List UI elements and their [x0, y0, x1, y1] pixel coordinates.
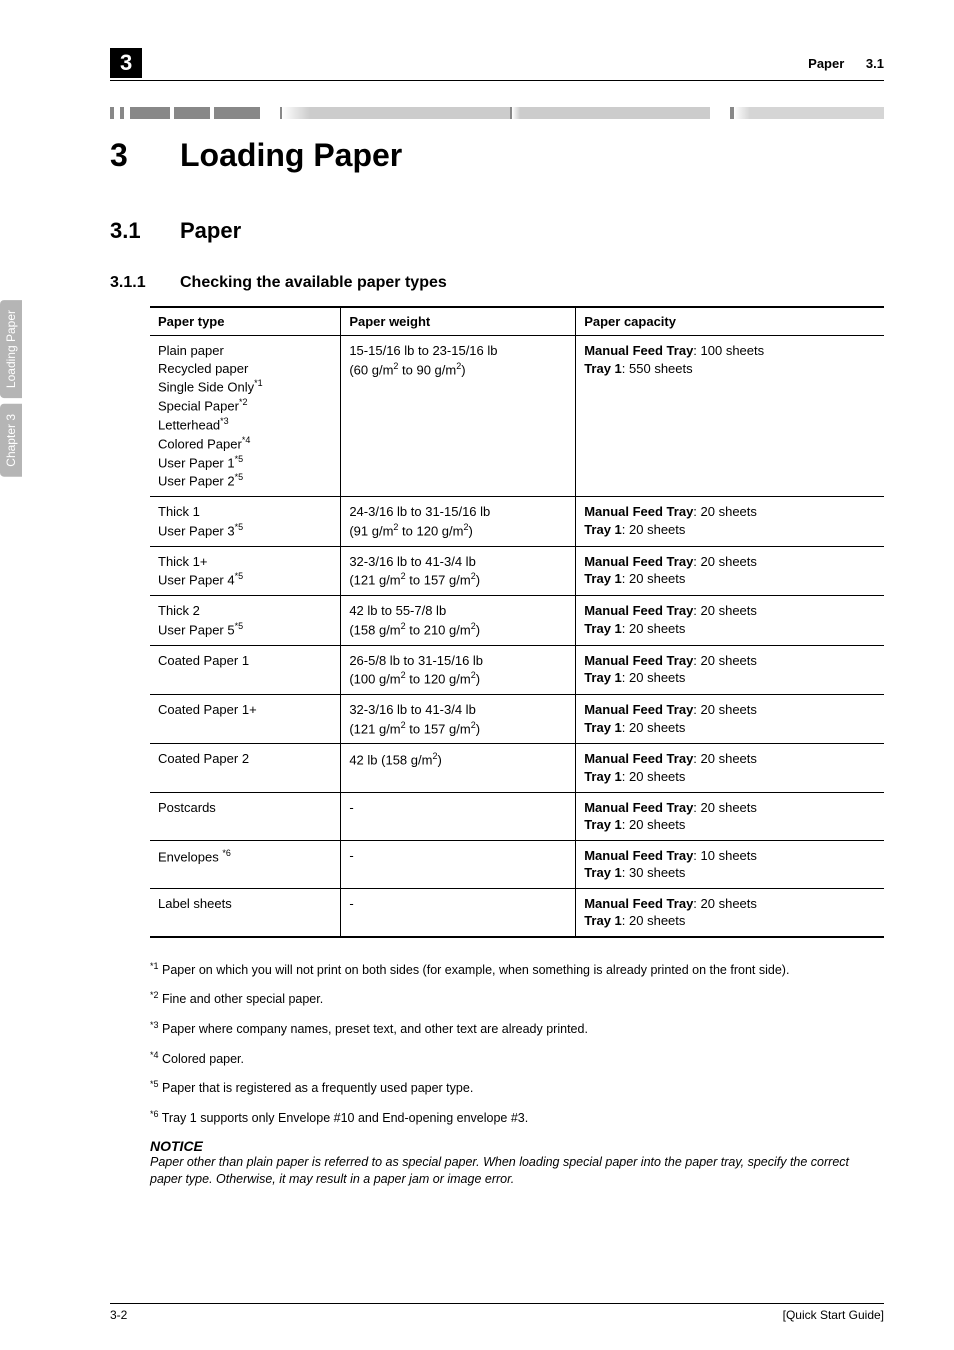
subsection-heading: 3.1.1Checking the available paper types: [110, 274, 884, 292]
cell-paper-type: Thick 1User Paper 3*5: [150, 497, 341, 546]
paper-types-table: Paper type Paper weight Paper capacity P…: [150, 306, 884, 938]
table-row: Thick 1+User Paper 4*532-3/16 lb to 41-3…: [150, 546, 884, 595]
table-header-row: Paper type Paper weight Paper capacity: [150, 307, 884, 336]
table-body: Plain paperRecycled paperSingle Side Onl…: [150, 336, 884, 937]
cell-paper-type: Coated Paper 1: [150, 645, 341, 694]
cell-paper-weight: 32-3/16 lb to 41-3/4 lb(121 g/m2 to 157 …: [341, 546, 576, 595]
table-row: Label sheets-Manual Feed Tray: 20 sheets…: [150, 888, 884, 937]
footer-guide-label: [Quick Start Guide]: [783, 1308, 884, 1322]
chapter-badge: 3: [110, 48, 142, 78]
table-row: Thick 2User Paper 5*542 lb to 55-7/8 lb(…: [150, 596, 884, 645]
notice-title: NOTICE: [150, 1138, 884, 1154]
section-label: Paper: [180, 218, 241, 243]
cell-paper-capacity: Manual Feed Tray: 20 sheetsTray 1: 20 sh…: [576, 888, 884, 937]
cell-paper-capacity: Manual Feed Tray: 20 sheetsTray 1: 20 sh…: [576, 695, 884, 744]
table-row: Coated Paper 1+32-3/16 lb to 41-3/4 lb(1…: [150, 695, 884, 744]
cell-paper-weight: -: [341, 840, 576, 888]
cell-paper-type: Postcards: [150, 792, 341, 840]
footnote: *4 Colored paper.: [150, 1049, 884, 1069]
header-right: Paper 3.1: [808, 56, 884, 71]
table-row: Envelopes *6-Manual Feed Tray: 10 sheets…: [150, 840, 884, 888]
table-row: Coated Paper 126-5/8 lb to 31-15/16 lb(1…: [150, 645, 884, 694]
cell-paper-type: Plain paperRecycled paperSingle Side Onl…: [150, 336, 341, 497]
cell-paper-type: Coated Paper 1+: [150, 695, 341, 744]
footer-page-number: 3-2: [110, 1308, 127, 1322]
cell-paper-weight: 15-15/16 lb to 23-15/16 lb(60 g/m2 to 90…: [341, 336, 576, 497]
cell-paper-weight: 42 lb (158 g/m2): [341, 744, 576, 792]
cell-paper-weight: 24-3/16 lb to 31-15/16 lb(91 g/m2 to 120…: [341, 497, 576, 546]
cell-paper-capacity: Manual Feed Tray: 10 sheetsTray 1: 30 sh…: [576, 840, 884, 888]
page: 3 Paper 3.1 3Loading Paper 3.1Paper 3.1.…: [0, 0, 954, 1350]
footnote: *5 Paper that is registered as a frequen…: [150, 1078, 884, 1098]
th-paper-weight: Paper weight: [341, 307, 576, 336]
table-row: Coated Paper 242 lb (158 g/m2)Manual Fee…: [150, 744, 884, 792]
cell-paper-weight: -: [341, 792, 576, 840]
footnote: *3 Paper where company names, preset tex…: [150, 1019, 884, 1039]
footnote: *1 Paper on which you will not print on …: [150, 960, 884, 980]
table-row: Plain paperRecycled paperSingle Side Onl…: [150, 336, 884, 497]
cell-paper-type: Thick 1+User Paper 4*5: [150, 546, 341, 595]
table-row: Thick 1User Paper 3*524-3/16 lb to 31-15…: [150, 497, 884, 546]
header-right-section: 3.1: [866, 56, 884, 71]
cell-paper-weight: 32-3/16 lb to 41-3/4 lb(121 g/m2 to 157 …: [341, 695, 576, 744]
header-right-label: Paper: [808, 56, 844, 71]
cell-paper-type: Coated Paper 2: [150, 744, 341, 792]
cell-paper-type: Thick 2User Paper 5*5: [150, 596, 341, 645]
chapter-label: Loading Paper: [180, 137, 402, 173]
footnotes: *1 Paper on which you will not print on …: [150, 960, 884, 1128]
section-number: 3.1: [110, 218, 180, 244]
table-row: Postcards-Manual Feed Tray: 20 sheetsTra…: [150, 792, 884, 840]
footnote: *6 Tray 1 supports only Envelope #10 and…: [150, 1108, 884, 1128]
decorative-bar: [110, 107, 884, 119]
th-paper-capacity: Paper capacity: [576, 307, 884, 336]
cell-paper-weight: 42 lb to 55-7/8 lb(158 g/m2 to 210 g/m2): [341, 596, 576, 645]
subsection-number: 3.1.1: [110, 274, 180, 292]
cell-paper-capacity: Manual Feed Tray: 100 sheetsTray 1: 550 …: [576, 336, 884, 497]
cell-paper-weight: -: [341, 888, 576, 937]
cell-paper-capacity: Manual Feed Tray: 20 sheetsTray 1: 20 sh…: [576, 792, 884, 840]
cell-paper-capacity: Manual Feed Tray: 20 sheetsTray 1: 20 sh…: [576, 497, 884, 546]
cell-paper-capacity: Manual Feed Tray: 20 sheetsTray 1: 20 sh…: [576, 645, 884, 694]
cell-paper-type: Label sheets: [150, 888, 341, 937]
content: Paper type Paper weight Paper capacity P…: [150, 306, 884, 1188]
page-footer: 3-2 [Quick Start Guide]: [110, 1303, 884, 1322]
chapter-title: 3Loading Paper: [110, 137, 884, 174]
section-heading: 3.1Paper: [110, 218, 884, 244]
cell-paper-type: Envelopes *6: [150, 840, 341, 888]
cell-paper-capacity: Manual Feed Tray: 20 sheetsTray 1: 20 sh…: [576, 744, 884, 792]
subsection-label: Checking the available paper types: [180, 274, 447, 291]
th-paper-type: Paper type: [150, 307, 341, 336]
page-header: 3 Paper 3.1: [110, 48, 884, 81]
cell-paper-capacity: Manual Feed Tray: 20 sheetsTray 1: 20 sh…: [576, 596, 884, 645]
chapter-number: 3: [110, 137, 180, 174]
cell-paper-capacity: Manual Feed Tray: 20 sheetsTray 1: 20 sh…: [576, 546, 884, 595]
footnote: *2 Fine and other special paper.: [150, 989, 884, 1009]
notice-body: Paper other than plain paper is referred…: [150, 1154, 884, 1188]
cell-paper-weight: 26-5/8 lb to 31-15/16 lb(100 g/m2 to 120…: [341, 645, 576, 694]
